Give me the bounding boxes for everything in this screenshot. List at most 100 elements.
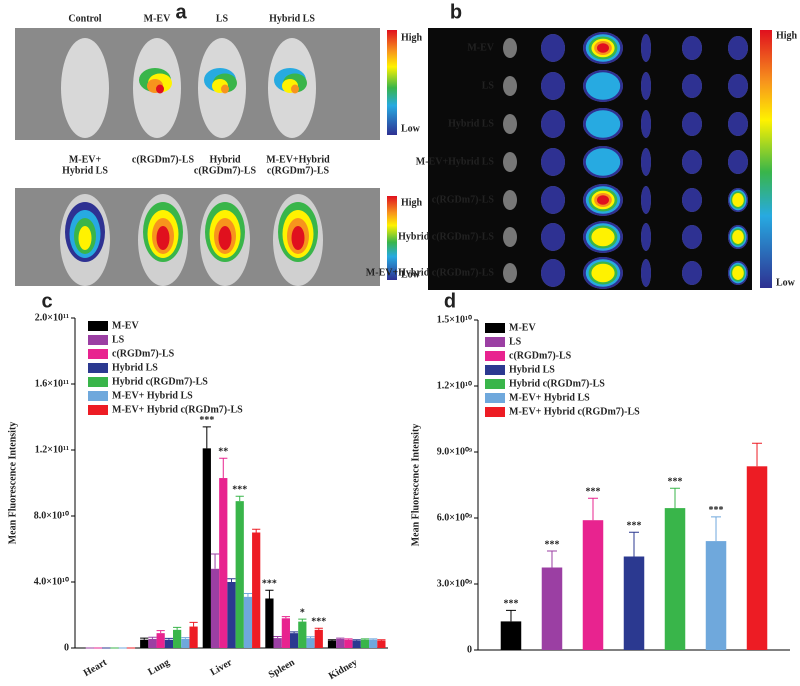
error-bar <box>327 639 337 641</box>
bar <box>369 639 378 648</box>
error-bar <box>377 639 386 641</box>
legend-swatch <box>485 337 505 347</box>
group-label: Control <box>68 13 101 24</box>
organ <box>503 76 517 96</box>
scale-low: Low <box>776 277 796 288</box>
signal <box>641 72 651 100</box>
error-bar <box>210 553 220 569</box>
error-bar <box>352 639 361 641</box>
panel-label: d <box>444 290 456 312</box>
significance: *** <box>262 579 277 590</box>
signal <box>78 226 92 250</box>
significance: *** <box>709 505 724 516</box>
column-label: Kidneys <box>674 10 709 21</box>
scale-high: High <box>401 197 423 208</box>
organ <box>503 38 517 58</box>
legend-label: c(RGDm7)-LS <box>509 350 572 361</box>
y-axis-label: Mean Fluorescence Intensity <box>410 424 421 547</box>
significance: ** <box>218 447 228 458</box>
signal <box>728 112 748 136</box>
legend-label: Hybrid LS <box>112 362 158 373</box>
legend-swatch <box>485 379 505 389</box>
row-label: Hybrid c(RGDm7)-LS <box>398 231 494 242</box>
signal <box>291 226 305 250</box>
organ <box>503 190 517 210</box>
colorbar <box>387 196 397 280</box>
bar <box>664 508 686 650</box>
error-bar <box>344 638 353 640</box>
signal <box>682 150 702 174</box>
error-bar <box>164 637 174 640</box>
row-label: M-EV+Hybrid LS <box>416 156 495 167</box>
legend-swatch <box>88 405 108 415</box>
column-label: Liver <box>591 10 615 21</box>
bar <box>265 598 274 648</box>
colorbar <box>387 30 397 135</box>
bar <box>227 582 236 648</box>
error-bar <box>629 531 639 557</box>
group-label: M-EV <box>144 13 171 24</box>
bar <box>500 621 522 650</box>
legend-label: M-EV <box>509 322 536 333</box>
bar <box>314 629 323 648</box>
bar <box>189 626 198 648</box>
error-bar <box>140 637 149 640</box>
legend-label: M-EV+ Hybrid c(RGDm7)-LS <box>509 406 640 417</box>
signal <box>732 266 744 280</box>
y-tick-label: 1.5×10¹⁰ <box>437 314 472 325</box>
signal <box>591 263 615 283</box>
error-bar <box>156 630 165 634</box>
bar <box>352 640 361 648</box>
signal <box>585 148 621 176</box>
error-bar <box>298 618 307 622</box>
bar <box>746 466 768 650</box>
panel-label: b <box>450 1 462 23</box>
signal <box>291 84 299 94</box>
legend-swatch <box>88 335 108 345</box>
bar <box>377 640 386 648</box>
legend-label: c(RGDm7)-LS <box>112 348 175 359</box>
error-bar <box>148 636 157 639</box>
legend-swatch <box>88 363 108 373</box>
signal <box>541 72 565 100</box>
bar <box>164 639 174 648</box>
column-label: Lung <box>542 10 565 21</box>
significance: *** <box>199 415 214 426</box>
legend-swatch <box>485 323 505 333</box>
error-bar <box>546 550 557 568</box>
signal <box>541 148 565 176</box>
legend-swatch <box>485 407 505 417</box>
bar <box>202 448 211 648</box>
error-bar <box>752 442 763 467</box>
significance: *** <box>668 477 683 488</box>
bar <box>298 621 307 648</box>
group-label: Hybrid <box>209 154 241 165</box>
scale-high: High <box>401 32 423 43</box>
scale-low: Low <box>401 269 421 280</box>
signal <box>591 227 615 247</box>
signal <box>641 223 651 251</box>
row-label: c(RGDm7)-LS <box>432 194 495 205</box>
y-tick-label: 2.0×10¹¹ <box>35 312 69 323</box>
signal <box>641 148 651 176</box>
legend-label: Hybrid LS <box>509 364 555 375</box>
signal <box>728 150 748 174</box>
signal <box>732 230 744 244</box>
bar <box>181 638 190 648</box>
legend-label: M-EV+ Hybrid c(RGDm7)-LS <box>112 404 243 415</box>
significance: *** <box>627 521 642 532</box>
bar <box>582 520 604 650</box>
bar <box>344 639 353 648</box>
error-bar <box>369 638 378 640</box>
signal <box>732 193 744 207</box>
bar <box>306 638 315 648</box>
signal <box>541 259 565 287</box>
error-bar <box>336 637 345 639</box>
bar <box>541 567 563 650</box>
signal <box>682 261 702 285</box>
bar <box>252 532 261 648</box>
y-tick-label: 3.0×10⁰⁹ <box>437 578 472 589</box>
y-axis-label: Mean Fluorescence Intensity <box>7 422 18 545</box>
